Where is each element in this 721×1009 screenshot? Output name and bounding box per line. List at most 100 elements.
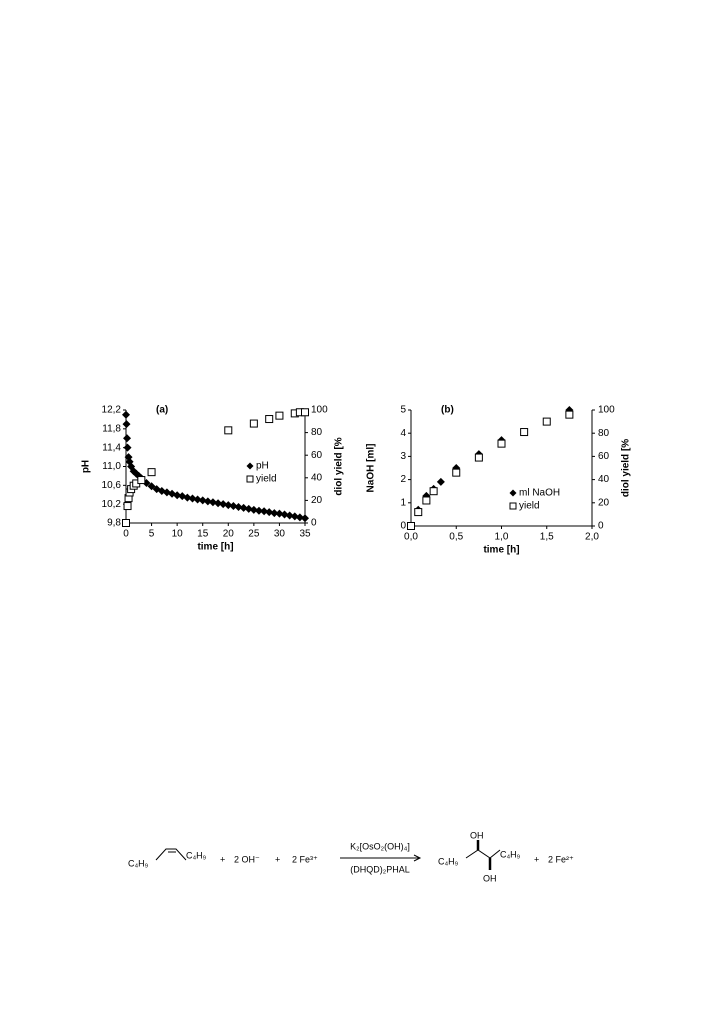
data-point [229,502,238,511]
plus: + [534,854,539,864]
y2-tick-label: 60 [598,451,610,462]
data-point [122,410,130,419]
data-point [265,508,274,517]
data-point [214,499,223,508]
y2-tick-label: 40 [598,474,610,485]
data-point [147,468,156,477]
y-tick-label: 11,0 [102,461,121,472]
data-point [280,510,289,519]
y2-tick-label: 60 [311,450,323,461]
data-point [137,476,146,485]
catalyst: K₂[OsO₂(OH)₄] [350,841,410,851]
x-tick-label: 35 [299,529,311,540]
y2-tick-label: 0 [311,518,317,529]
hydroxyl: OH [470,830,484,840]
data-point [429,487,438,496]
x-tick-label: 10 [172,529,184,540]
data-point [122,519,130,527]
y2-tick-label: 0 [598,521,604,532]
data-point [122,420,131,429]
data-point [173,491,182,500]
data-point [203,497,212,506]
data-point [270,509,279,518]
y-tick-label: 11,8 [102,423,121,434]
data-point [565,410,574,419]
y-tick-label: 5 [400,405,406,416]
data-point [275,509,284,518]
data-point [265,415,274,424]
x-tick-label: 25 [248,529,260,540]
data-point [301,408,309,417]
data-point [301,514,309,523]
data-point [249,505,258,514]
data-point [183,493,192,502]
y-axis-label: NaOH [ml] [366,444,377,493]
x-axis-label: time [h] [197,542,233,553]
legend-marker [246,475,254,483]
data-point [474,453,483,462]
y-tick-label: 1 [400,497,406,508]
data-point [198,496,207,505]
y-tick-label: 3 [400,451,406,462]
data-point [224,426,233,435]
data-point [123,502,132,511]
data-point [123,434,132,443]
data-point [260,507,269,516]
data-point [497,439,506,448]
data-point [219,500,228,509]
chart-title: (a) [156,405,168,416]
data-point [254,506,263,515]
alkyl: C₄H₉ [500,849,521,859]
y-axis-label: pH [81,460,92,473]
equation [155,840,501,870]
x-tick-label: 1,0 [495,532,509,543]
x-tick-label: 5 [149,529,155,540]
x-tick-label: 30 [274,529,286,540]
data-point [407,522,415,530]
y2-tick-label: 20 [598,497,610,508]
y-tick-label: 11,4 [102,442,121,453]
x-tick-label: 0,5 [449,532,463,543]
y-tick-label: 9,8 [107,518,121,529]
data-point [244,504,253,513]
x-tick-label: 1,5 [540,532,554,543]
x-axis-label: time [h] [483,545,519,556]
hydroxyl: OH [483,873,497,883]
x-tick-label: 20 [223,529,235,540]
x-tick-label: 2,0 [585,532,599,543]
data-point [224,501,233,510]
legend-label: yield [256,474,277,485]
ligand: (DHQD)₂PHAL [350,864,410,874]
alkyl: C₄H₉ [128,858,149,868]
alkyl: C₄H₉ [186,850,207,860]
reagent: 2 OH⁻ [234,854,260,864]
data-point [422,496,431,505]
data-point [239,503,248,512]
legend-marker [509,489,517,497]
y-tick-label: 0 [400,521,406,532]
data-point [414,508,423,517]
legend-label: pH [256,461,269,472]
data-point [295,513,304,522]
data-point [520,428,529,437]
chart-title: (b) [441,405,454,416]
y2-tick-label: 20 [311,495,323,506]
legend-marker [246,462,254,470]
data-point [275,411,284,420]
legend-marker [509,502,517,510]
y-tick-label: 2 [400,474,406,485]
legend-label: ml NaOH [519,488,560,499]
data-point [452,468,461,477]
y2-tick-label: 80 [311,427,323,438]
y-tick-label: 10,6 [102,480,122,491]
data-point [123,443,132,452]
data-point [542,417,551,426]
x-tick-label: 15 [197,529,209,540]
y2-axis-label: diol yield [% [334,437,345,495]
y-tick-label: 10,2 [102,499,122,510]
data-point [249,419,258,428]
x-tick-label: 0,0 [404,532,418,543]
y2-tick-label: 40 [311,472,323,483]
